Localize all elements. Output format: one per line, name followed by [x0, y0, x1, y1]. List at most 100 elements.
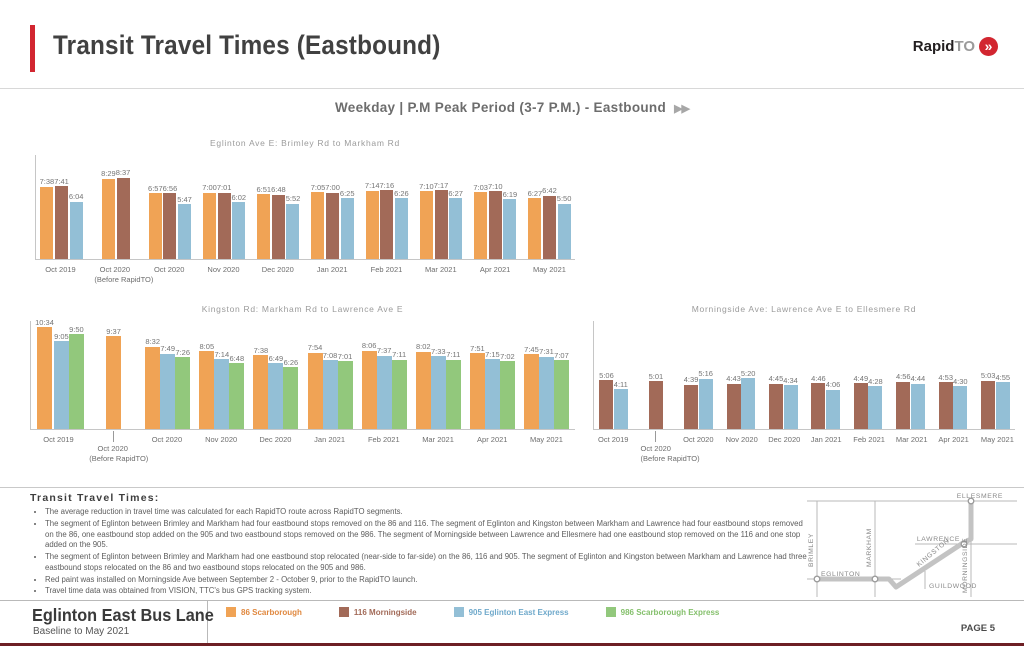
- bar-group: 9:37: [90, 328, 137, 429]
- bar-986: [445, 359, 461, 429]
- bar-value-label: 8:06: [361, 341, 377, 351]
- bar-value-label: 7:38: [39, 177, 55, 187]
- notes-list: The average reduction in travel time was…: [30, 507, 808, 597]
- bar-116: [684, 384, 699, 429]
- bar-value-label: 4:11: [613, 379, 628, 389]
- bar-value-label: 6:51: [256, 184, 272, 194]
- bar-905: [268, 363, 284, 429]
- legend-swatch: [605, 607, 616, 617]
- bar-with-label: 7:37: [376, 347, 392, 429]
- bar-116: [488, 191, 502, 259]
- bar-905: [178, 204, 192, 259]
- x-axis-label: Dec 2020: [261, 265, 294, 274]
- x-axis-label: Oct 2019: [598, 435, 629, 444]
- bar-with-label: 6:49: [268, 355, 284, 429]
- bar-with-label: 6:48: [229, 355, 245, 429]
- bar-with-label: 6:02: [231, 192, 247, 259]
- bar-value-label: 4:43: [726, 374, 741, 384]
- x-axis-label: Oct 2020 (Before RapidTO): [94, 265, 154, 284]
- bar-group: 10:34 9:05 9:50: [35, 319, 84, 429]
- bar-with-label: 7:01: [337, 353, 353, 429]
- bar-116: [217, 192, 231, 259]
- bar-with-label: 7:41: [54, 178, 69, 259]
- bar-116: [981, 380, 996, 429]
- bar-86: [365, 190, 379, 259]
- bar-with-label: 7:31: [538, 347, 554, 429]
- bar-group: 8:05 7:14 6:48: [198, 343, 245, 429]
- chart-morningside-lawrence-to-ellesmere: Morningside Ave: Lawrence Ave E to Elles…: [593, 304, 1015, 464]
- report-title: Eglinton East Bus Lane: [32, 605, 214, 625]
- bar-group: 8:32 7:49 7:26: [144, 338, 191, 429]
- bar-905: [613, 389, 628, 429]
- x-axis: Oct 2019 Oct 2020 (Before RapidTO) Oct 2020…: [35, 260, 575, 285]
- bar-group: 8:29 8:37: [95, 169, 136, 259]
- bar-905: [394, 198, 408, 259]
- bar-value-label: 6:42: [542, 186, 557, 196]
- page-header: Transit Travel Times (Eastbound) RapidTO…: [0, 0, 1024, 89]
- bar-with-label: 6:27: [527, 188, 543, 259]
- bar-value-label: 5:52: [285, 194, 301, 203]
- x-axis-label: Feb 2021: [853, 435, 885, 444]
- bar-86: [199, 351, 215, 429]
- bar-value-label: 8:05: [199, 341, 215, 351]
- legend-label: 986 Scarborough Express: [620, 607, 720, 617]
- chart-plot-area: 5:06 4:11 5:01 4:39 5:16 4:43 5:20 4:45 4:34 4:46…: [593, 321, 1015, 430]
- bar-with-label: 6:25: [340, 190, 355, 259]
- bar-value-label: 6:02: [231, 192, 247, 202]
- bar-group: 5:03 4:55: [981, 372, 1010, 429]
- bar-value-label: 4:44: [910, 374, 926, 384]
- legend-label: 86 Scarborough: [241, 607, 302, 617]
- bar-905: [53, 341, 69, 429]
- bar-value-label: 7:31: [539, 347, 554, 356]
- x-axis-label: Mar 2021: [424, 265, 457, 274]
- bar-group: 4:45 4:34: [769, 375, 798, 429]
- bar-with-label: 4:53: [938, 374, 953, 429]
- bar-value-label: 4:39: [683, 375, 699, 385]
- bar-with-label: 7:07: [553, 350, 569, 429]
- bar-with-label: 4:55: [995, 373, 1010, 429]
- bar-with-label: 8:32: [145, 338, 161, 429]
- bar-value-label: 6:26: [394, 188, 409, 198]
- map-label-eglinton: EGLINTON: [821, 571, 860, 578]
- bar-group: 7:05 7:00 6:25: [311, 183, 355, 259]
- x-axis-label: Nov 2020: [725, 435, 758, 444]
- bar-with-label: 10:34: [35, 319, 54, 429]
- bar-value-label: 7:17: [433, 180, 449, 190]
- bar-value-label: 6:27: [527, 188, 543, 198]
- bar-value-label: 6:56: [162, 183, 178, 193]
- bar-with-label: 5:16: [698, 370, 713, 429]
- bar-value-label: 7:07: [554, 350, 569, 360]
- note-item: Travel time data was obtained from VISIO…: [45, 586, 808, 597]
- bar-with-label: 4:39: [683, 375, 699, 429]
- bar-905: [538, 356, 554, 429]
- bar-with-label: 7:45: [523, 346, 539, 429]
- bar-with-label: 7:33: [430, 348, 446, 429]
- bar-905: [698, 378, 713, 429]
- bar-86: [106, 336, 122, 429]
- bar-value-label: 5:20: [740, 368, 756, 378]
- bar-with-label: 7:14: [214, 351, 230, 429]
- bar-with-label: 4:45: [768, 375, 783, 429]
- bar-116: [896, 381, 911, 429]
- x-axis-label: Mar 2021: [422, 435, 454, 444]
- bar-with-label: 7:11: [391, 351, 407, 429]
- bar-with-label: 8:37: [116, 169, 130, 259]
- bar-value-label: 5:06: [599, 370, 614, 380]
- bar-group: 4:56 4:44: [896, 373, 925, 429]
- bar-with-label: 5:47: [177, 196, 192, 259]
- bar-value-label: 4:06: [825, 380, 841, 390]
- bar-986: [283, 367, 299, 429]
- bar-value-label: 10:34: [35, 317, 54, 327]
- bar-116: [768, 383, 783, 429]
- x-axis-label: Dec 2020: [768, 435, 801, 444]
- chart-title: Kingston Rd: Markham Rd to Lawrence Ave …: [201, 304, 404, 314]
- page-title: Transit Travel Times (Eastbound): [53, 30, 441, 60]
- bar-with-label: 7:02: [499, 353, 515, 429]
- bar-86: [469, 353, 485, 429]
- bar-986: [337, 361, 353, 429]
- bar-with-label: 7:26: [175, 349, 191, 429]
- bar-with-label: 7:49: [160, 345, 176, 429]
- subtitle-text: Weekday | P.M Peak Period (3-7 P.M.) - E…: [334, 100, 667, 115]
- bar-group: 5:01: [641, 373, 670, 429]
- bar-with-label: 7:08: [322, 352, 338, 429]
